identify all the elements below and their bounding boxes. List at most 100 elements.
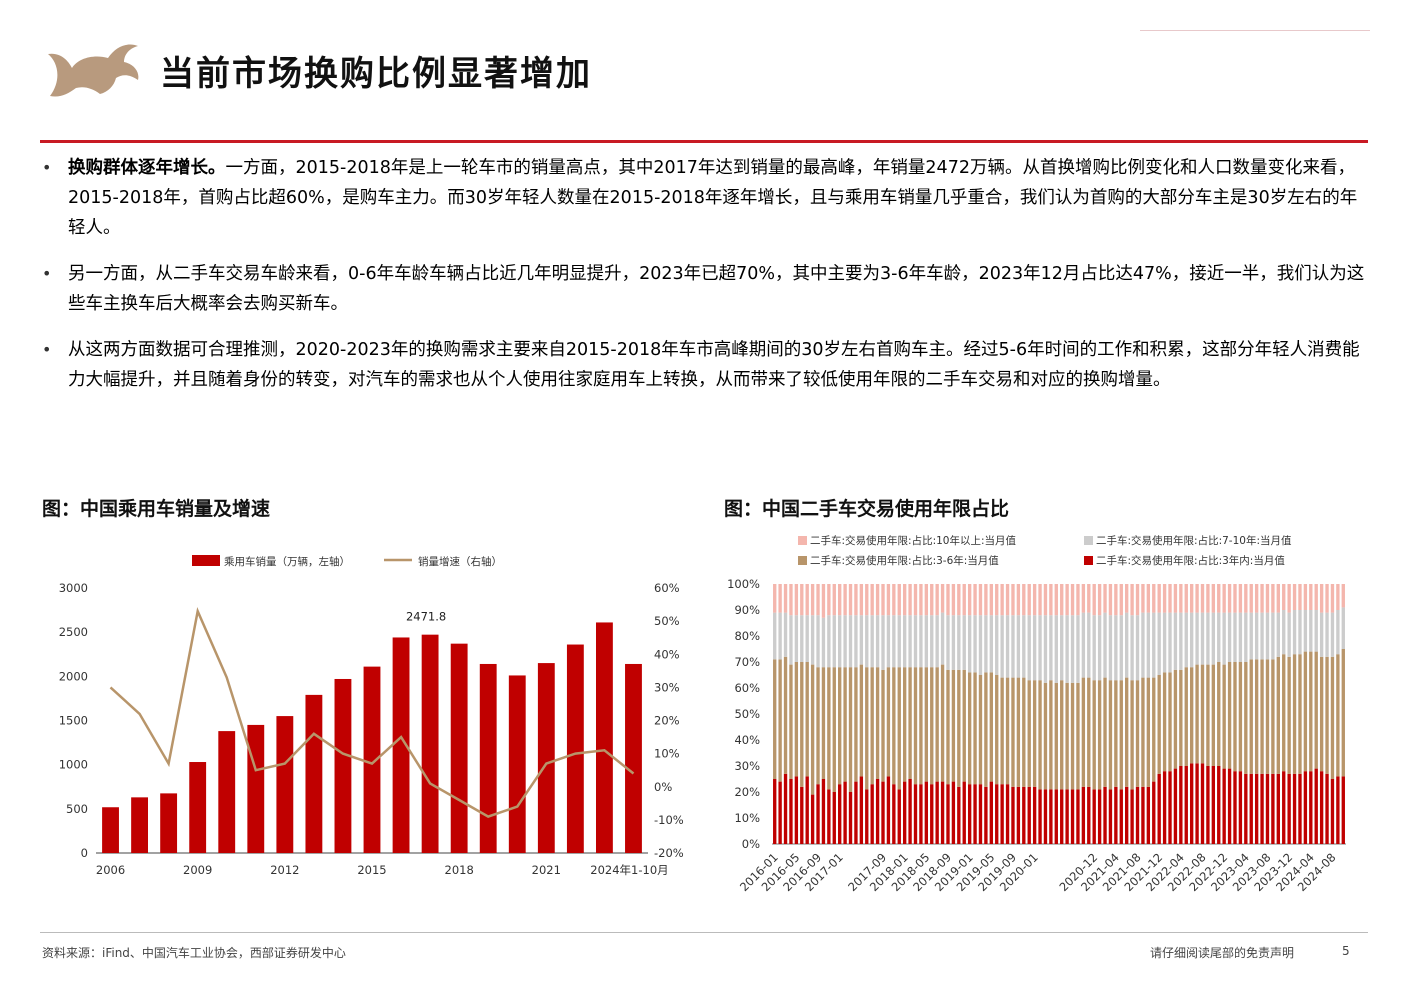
stacked-bar-segment xyxy=(1043,615,1048,683)
stacked-bar-segment xyxy=(1054,584,1058,616)
stacked-bar-segment xyxy=(1298,773,1302,844)
stacked-bar-segment xyxy=(1217,662,1221,766)
sales-bar xyxy=(537,663,555,853)
stacked-bar-segment xyxy=(935,781,939,844)
stacked-bar-segment xyxy=(1173,584,1178,613)
stacked-bar-segment xyxy=(1222,584,1226,613)
stacked-bar-segment xyxy=(1330,656,1335,779)
y-tick-label: 70% xyxy=(734,655,760,669)
stacked-bar-segment xyxy=(1114,680,1118,787)
stacked-bar-segment xyxy=(1152,781,1156,844)
y-left-tick-label: 1500 xyxy=(59,714,88,728)
stacked-bar-segment xyxy=(1271,773,1275,844)
stacked-bar-segment xyxy=(865,584,869,616)
stacked-bar-segment xyxy=(1341,584,1345,608)
stacked-bar-segment xyxy=(913,667,918,785)
stacked-bar-segment xyxy=(1022,677,1026,787)
stacked-bar-segment xyxy=(838,615,842,668)
stacked-bar-segment xyxy=(859,584,864,616)
stacked-bar-segment xyxy=(940,781,945,844)
stacked-bar-segment xyxy=(1200,612,1205,665)
y-right-tick-label: -20% xyxy=(654,846,684,860)
y-right-tick-label: 50% xyxy=(654,614,680,628)
stacked-bar-segment xyxy=(1309,610,1313,652)
stacked-bar-segment xyxy=(854,667,858,782)
stacked-bar-segment xyxy=(984,786,988,844)
stacked-bar-segment xyxy=(816,615,820,668)
stacked-bar-segment xyxy=(962,584,966,616)
stacked-bar-segment xyxy=(924,615,929,668)
stacked-bar-segment xyxy=(886,776,891,844)
stacked-bar-segment xyxy=(865,615,869,668)
stacked-bar-segment xyxy=(1179,584,1183,613)
stacked-bar-segment xyxy=(1130,615,1134,681)
stacked-bar-segment xyxy=(773,779,777,844)
stacked-bar-segment xyxy=(913,784,918,844)
stacked-bar-segment xyxy=(1330,779,1335,844)
stacked-bar-segment xyxy=(1303,771,1308,844)
stacked-bar-segment xyxy=(1341,607,1345,649)
stacked-bar-segment xyxy=(957,584,961,616)
stacked-bar-segment xyxy=(1049,584,1053,616)
stacked-bar-segment xyxy=(1200,763,1205,844)
stacked-bar-segment xyxy=(1189,763,1194,844)
stacked-bar-segment xyxy=(1211,664,1216,766)
x-tick-label: 2006 xyxy=(96,863,125,877)
stacked-bar-segment xyxy=(1254,773,1259,844)
stacked-bar-segment xyxy=(940,664,945,782)
stacked-bar-segment xyxy=(1005,615,1010,678)
stacked-bar-segment xyxy=(832,615,836,668)
stacked-bar-segment xyxy=(870,615,874,668)
stacked-bar-segment xyxy=(881,669,885,782)
stacked-bar-segment xyxy=(1152,584,1156,613)
bullet-dot-icon: • xyxy=(42,264,52,283)
stacked-bar-segment xyxy=(1038,680,1042,790)
stacked-bar-segment xyxy=(1184,667,1188,766)
stacked-bar-segment xyxy=(800,662,804,787)
stacked-bar-segment xyxy=(1027,615,1031,681)
stacked-bar-segment xyxy=(1038,584,1042,616)
stacked-bar-segment xyxy=(1184,766,1188,844)
stacked-bar-segment xyxy=(1032,615,1037,681)
stacked-bar-segment xyxy=(875,615,880,668)
stacked-bar-segment xyxy=(902,615,907,668)
stacked-bar-segment xyxy=(1032,680,1037,787)
stacked-bar-segment xyxy=(1087,584,1091,613)
stacked-bar-segment xyxy=(1282,654,1286,772)
stacked-bar-segment xyxy=(924,781,929,844)
stacked-bar-segment xyxy=(1287,612,1291,657)
legend-swatch xyxy=(1084,536,1093,545)
stacked-bar-segment xyxy=(1097,680,1102,790)
stacked-bar-segment xyxy=(919,615,923,668)
stacked-bar-segment xyxy=(1244,584,1248,613)
stacked-bar-segment xyxy=(1189,584,1194,613)
stacked-bar-segment xyxy=(1054,615,1058,683)
stacked-bar-segment xyxy=(1119,584,1123,616)
stacked-bar-segment xyxy=(821,584,826,618)
stacked-bar-segment xyxy=(1087,612,1091,678)
stacked-bar-segment xyxy=(800,786,804,844)
stacked-bar-segment xyxy=(810,584,815,616)
stacked-bar-segment xyxy=(1222,768,1226,844)
stacked-bar-segment xyxy=(783,584,788,613)
stacked-bar-segment xyxy=(1081,677,1086,787)
stacked-bar-segment xyxy=(805,776,809,844)
stacked-bar-segment xyxy=(1146,612,1151,678)
sales-bar xyxy=(450,643,468,853)
sales-bar xyxy=(334,678,352,853)
bullet-text: 从这两方面数据可合理推测，2020-2023年的换购需求主要来自2015-201… xyxy=(68,340,1360,390)
bullet-text: 另一方面，从二手车交易车龄来看，0-6年车龄车辆占比近几年明显提升，2023年已… xyxy=(68,264,1365,314)
stacked-bar-segment xyxy=(1146,677,1151,787)
stacked-bar-segment xyxy=(1043,682,1048,790)
sales-bar xyxy=(508,675,526,853)
sales-bar xyxy=(595,622,613,853)
stacked-bar-segment xyxy=(794,615,799,662)
stacked-bar-segment xyxy=(1157,773,1161,844)
bullet-lead: 换购群体逐年增长。 xyxy=(68,158,226,178)
stacked-bar-segment xyxy=(805,615,809,662)
stacked-bar-segment xyxy=(1141,612,1145,678)
stacked-bar-segment xyxy=(1276,773,1280,844)
stacked-bar-segment xyxy=(778,612,782,660)
stacked-bar-segment xyxy=(1152,677,1156,782)
sales-bar xyxy=(189,762,207,853)
